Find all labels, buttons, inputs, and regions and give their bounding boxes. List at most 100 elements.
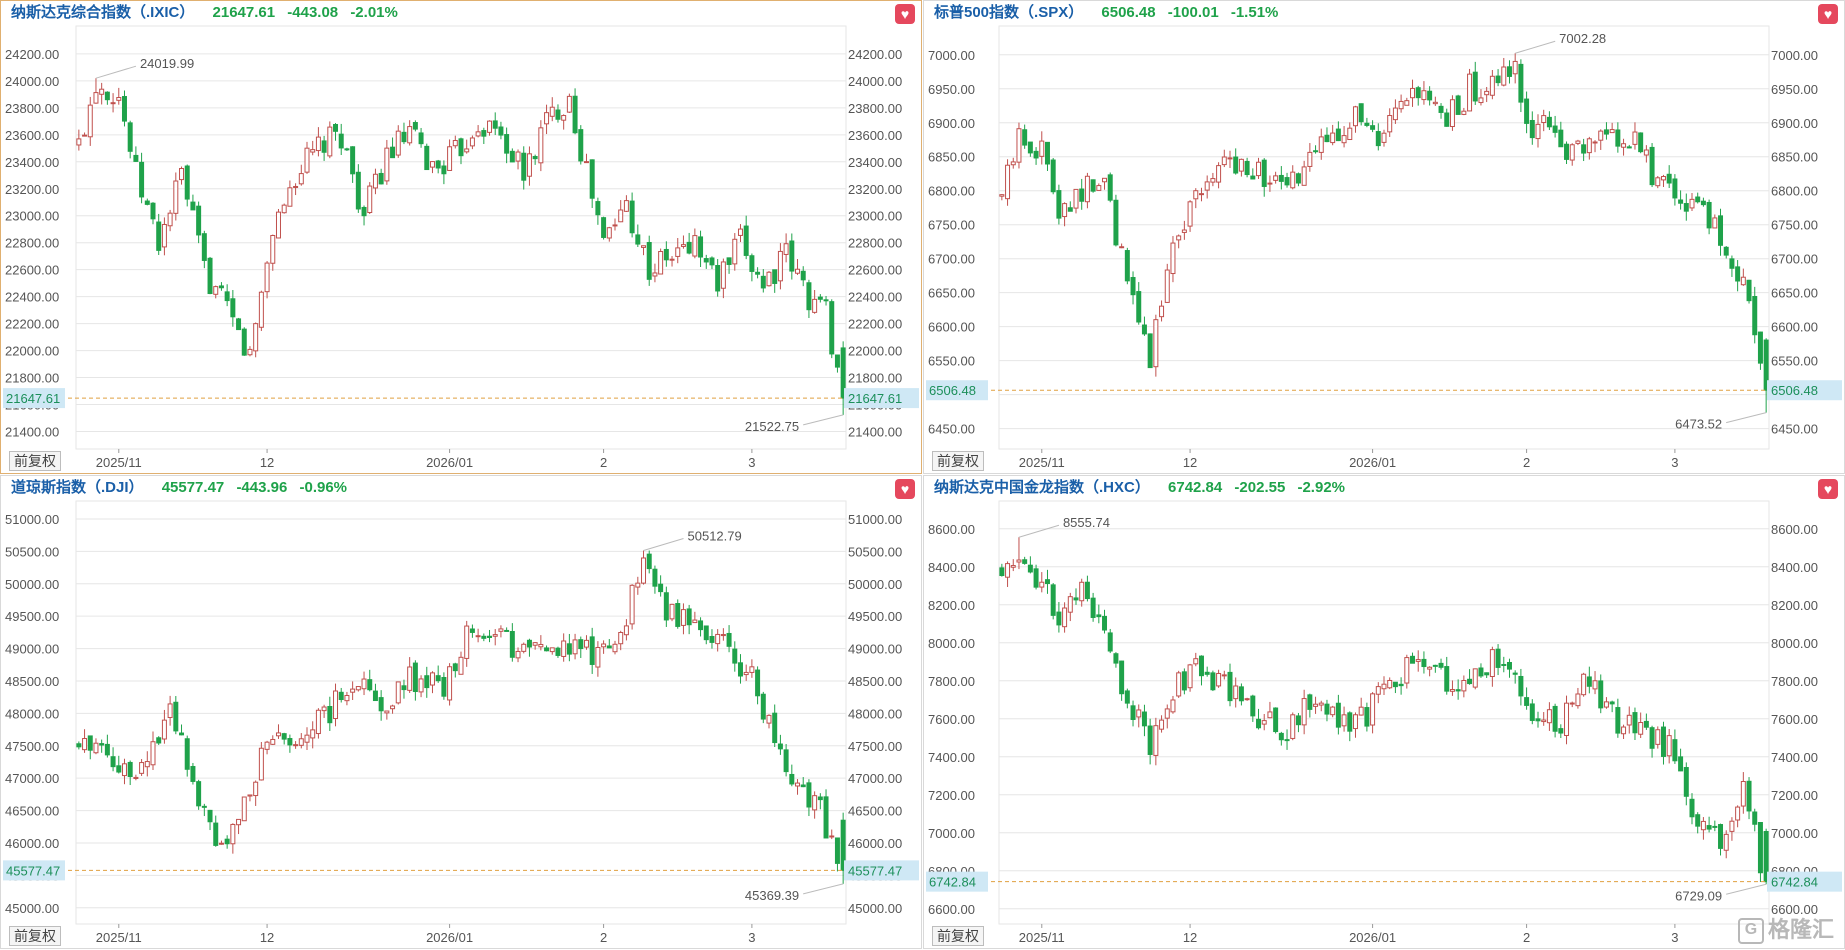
candle-body [333,690,339,720]
candle-body [1318,136,1324,153]
index-name[interactable]: 道琼斯指数（.DJI） [11,479,144,496]
candle-body [230,298,236,318]
high-marker-line [643,538,684,552]
candle-body [1375,131,1381,147]
candle-body [1010,161,1016,166]
y-tick-label-left: 46500.00 [5,804,59,819]
candle-body [418,132,424,145]
candle-body [817,296,823,300]
candle [1364,702,1370,732]
y-tick-label-left: 22400.00 [5,290,59,305]
candle [703,254,709,269]
candle-body [1746,780,1752,812]
candle [1027,556,1033,574]
candle [755,267,761,279]
candle [338,123,344,156]
candle-body [572,639,578,655]
candle [1672,174,1678,206]
candle-body [350,688,356,693]
candle-body [1683,767,1689,797]
candle-body [1706,825,1712,830]
candle-body [1324,703,1330,715]
candle [293,183,299,196]
candle [1689,192,1695,212]
candle [1598,674,1604,714]
candle-body [1752,811,1758,825]
candle-body [1073,188,1079,209]
candle [1330,705,1336,718]
candle [1193,188,1199,209]
x-tick-label: 2026/01 [426,930,473,945]
candle [1472,61,1478,105]
candle-body [350,146,356,175]
y-tick-label-left: 50500.00 [5,544,59,559]
candle-body [1198,193,1204,196]
candle [1410,79,1416,107]
candle-body [247,794,253,797]
candle [635,576,641,595]
candlestick-chart-svg[interactable]: 8600.00 8600.00 8400.00 8400.00 8200.00 8200.… [924,476,1845,950]
candle [1381,129,1387,147]
candle [161,709,167,744]
index-name[interactable]: 纳斯达克中国金龙指数（.HXC） [934,479,1150,496]
candle [1592,140,1598,153]
candle-body [275,211,281,239]
candle [1330,124,1336,146]
candle [1102,609,1108,634]
candle-body [344,148,350,151]
adjust-mode-button[interactable]: 前复权 [9,926,61,946]
favorite-heart-icon[interactable]: ♥ [895,4,915,24]
candle-body [429,161,435,168]
candle [703,625,709,645]
candle [247,346,253,357]
candle-body [121,96,127,122]
candlestick-chart-svg[interactable]: 7000.00 7000.00 6950.00 6950.00 6900.00 6900.… [924,1,1845,475]
candle [544,645,550,652]
favorite-heart-icon[interactable]: ♥ [895,479,915,499]
candle [1449,680,1455,696]
plot-area [75,500,847,925]
candle [1455,94,1461,115]
candle [1238,158,1244,177]
candle-body [1718,824,1724,849]
candlestick-chart-svg[interactable]: 24200.00 24200.00 24000.00 24000.00 23800.00… [1,1,923,475]
candle-body [1381,132,1387,143]
candle [749,253,755,282]
candle [1033,147,1039,165]
candle-body [1683,203,1689,212]
candlestick-chart-svg[interactable]: 51000.00 51000.00 50500.00 50500.00 50000.00… [1,476,923,950]
candle [190,762,196,785]
candle-body [1398,683,1404,687]
candle [566,633,572,662]
candle-body [1107,174,1113,201]
candle [572,633,578,660]
candle-body [1569,702,1575,705]
candle-body [264,741,270,750]
candle [1723,830,1729,859]
adjust-mode-button[interactable]: 前复权 [9,451,61,471]
favorite-heart-icon[interactable]: ♥ [1818,4,1838,24]
candle-body [218,842,224,845]
favorite-heart-icon[interactable]: ♥ [1818,479,1838,499]
candle [646,550,652,574]
candle-body [1649,146,1655,186]
candle [1244,157,1250,178]
candle [161,217,167,256]
candle-body [1529,119,1535,139]
candle [795,779,801,795]
adjust-mode-button[interactable]: 前复权 [932,451,984,471]
candle [1164,704,1170,729]
index-name[interactable]: 纳斯达克综合指数（.IXIC） [11,4,195,21]
candle-body [1575,693,1581,707]
candle [812,289,818,314]
adjust-mode-button[interactable]: 前复权 [932,926,984,946]
candle [755,666,761,705]
candle [800,266,806,287]
candle [618,200,624,223]
candle [1558,121,1564,148]
candle [418,675,424,698]
candle [378,690,384,721]
candle-body [1518,675,1524,697]
candle-body [355,686,361,691]
index-name[interactable]: 标普500指数（.SPX） [934,4,1084,21]
